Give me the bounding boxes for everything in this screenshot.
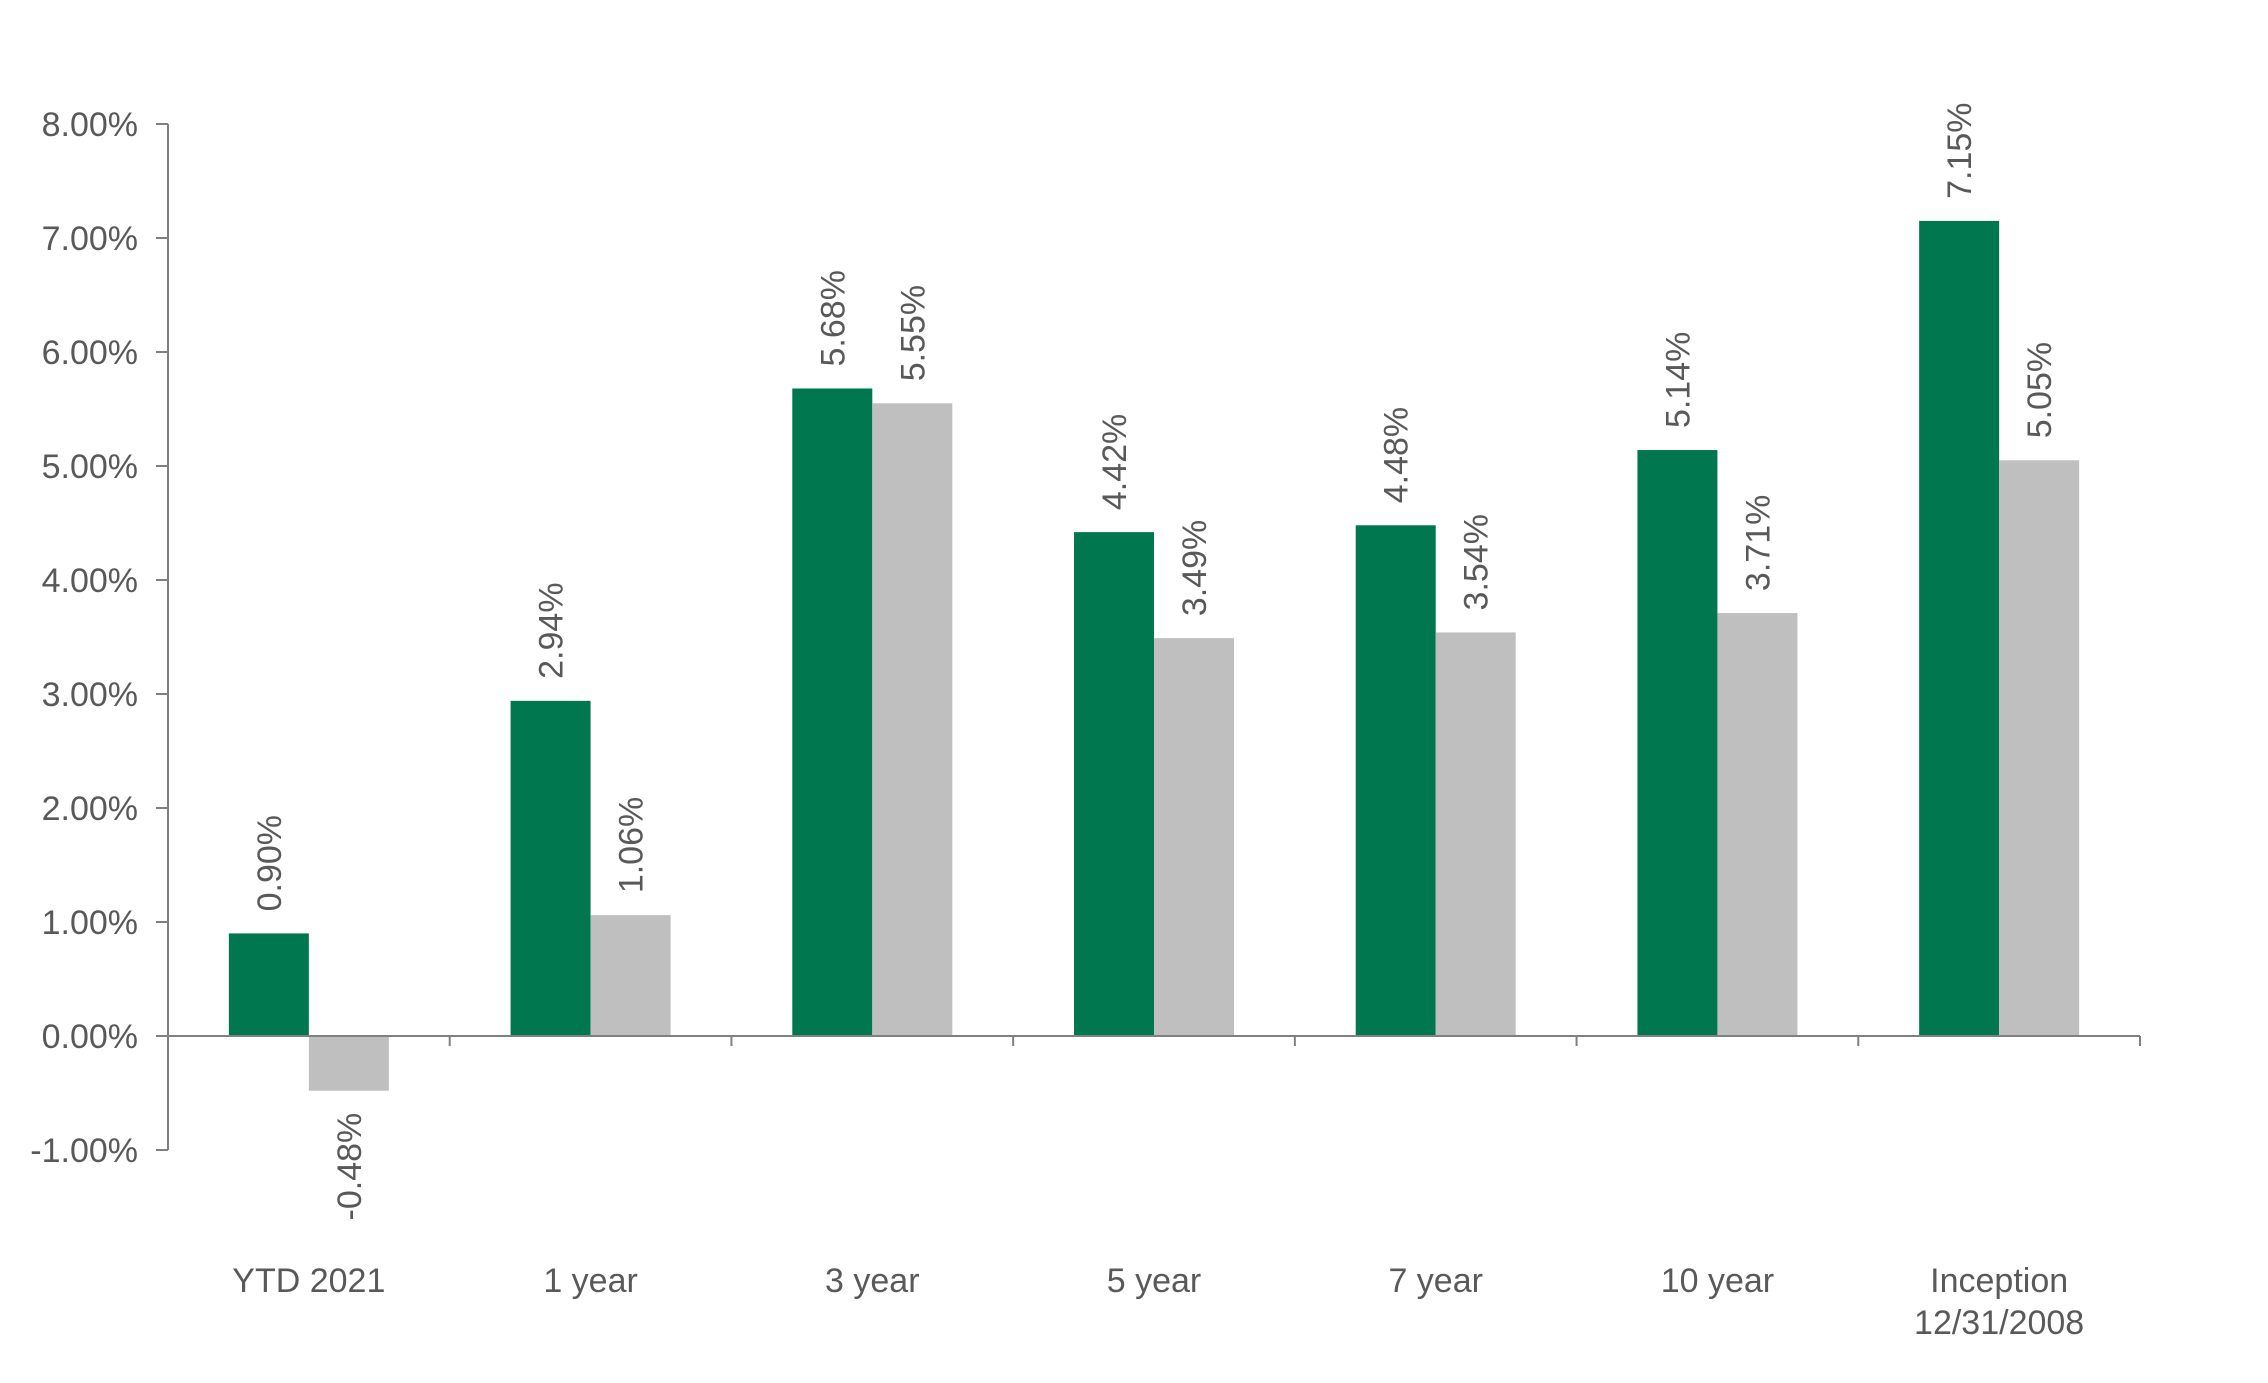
data-label: 5.14%	[1659, 332, 1697, 428]
bar-series-1	[792, 388, 873, 1037]
bar-series-2	[872, 403, 953, 1036]
category-label: 7 year	[1388, 1262, 1483, 1300]
bar-series-2	[308, 1036, 389, 1091]
y-tick-label: 2.00%	[42, 790, 138, 828]
bar-series-1	[1355, 525, 1436, 1036]
data-label: 7.15%	[1941, 102, 1979, 198]
data-label: 5.55%	[894, 285, 932, 381]
bar-series-1	[510, 700, 591, 1036]
data-label: 4.48%	[1378, 407, 1416, 503]
data-label: 5.68%	[814, 270, 852, 366]
category-label: 12/31/2008	[1914, 1304, 2084, 1342]
bar-series-2	[1999, 460, 2080, 1036]
data-label: 5.05%	[2021, 342, 2059, 438]
data-label: 3.54%	[1458, 514, 1496, 610]
y-tick-label: 8.00%	[42, 106, 138, 144]
category-label: 10 year	[1661, 1262, 1774, 1300]
y-tick-label: -1.00%	[30, 1132, 138, 1170]
category-label: 3 year	[825, 1262, 920, 1300]
category-label: 1 year	[543, 1262, 638, 1300]
y-tick-label: 5.00%	[42, 448, 138, 486]
bar-series-1	[1919, 220, 2000, 1036]
bar-series-2	[1154, 638, 1234, 1036]
bar-series-1	[1074, 532, 1154, 1036]
bar-series-1	[228, 933, 309, 1036]
data-label: 3.71%	[1739, 495, 1777, 591]
bar-series-2	[590, 915, 671, 1036]
category-label: 5 year	[1107, 1262, 1202, 1300]
bar-series-2	[1435, 632, 1516, 1036]
category-labels: YTD 2021 1 year 3 year 5 year 7 year 10 year I…	[232, 1262, 2084, 1342]
y-tick-label: 0.00%	[42, 1018, 138, 1056]
y-tick-label: 7.00%	[42, 220, 138, 258]
data-labels: 0.90% -0.48% 2.94% 1.06% 5.68% 5.55% 4.42% 3.49…	[251, 102, 2059, 1220]
data-label: 4.42%	[1096, 414, 1134, 510]
y-tick-label: 6.00%	[42, 334, 138, 372]
category-label: Inception	[1930, 1262, 2068, 1300]
bar-series-2	[1717, 613, 1798, 1036]
data-label: 1.06%	[613, 797, 651, 893]
y-axis: 8.00% 7.00% 6.00% 5.00% 4.00% 3.00% 2.00% 1.00%…	[30, 106, 169, 1170]
category-label: YTD 2021	[232, 1262, 385, 1300]
y-tick-label: 3.00%	[42, 676, 138, 714]
data-label: 3.49%	[1176, 520, 1214, 616]
y-tick-label: 1.00%	[42, 904, 138, 942]
data-label: 0.90%	[251, 815, 289, 911]
data-label: -0.48%	[331, 1113, 369, 1221]
bars	[228, 220, 2080, 1091]
x-axis	[167, 1035, 2141, 1046]
y-tick-label: 4.00%	[42, 562, 138, 600]
data-label: 2.94%	[533, 582, 571, 678]
bar-series-1	[1637, 450, 1718, 1036]
